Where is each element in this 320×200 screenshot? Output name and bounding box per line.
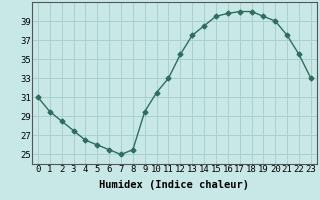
X-axis label: Humidex (Indice chaleur): Humidex (Indice chaleur) [100,180,249,190]
